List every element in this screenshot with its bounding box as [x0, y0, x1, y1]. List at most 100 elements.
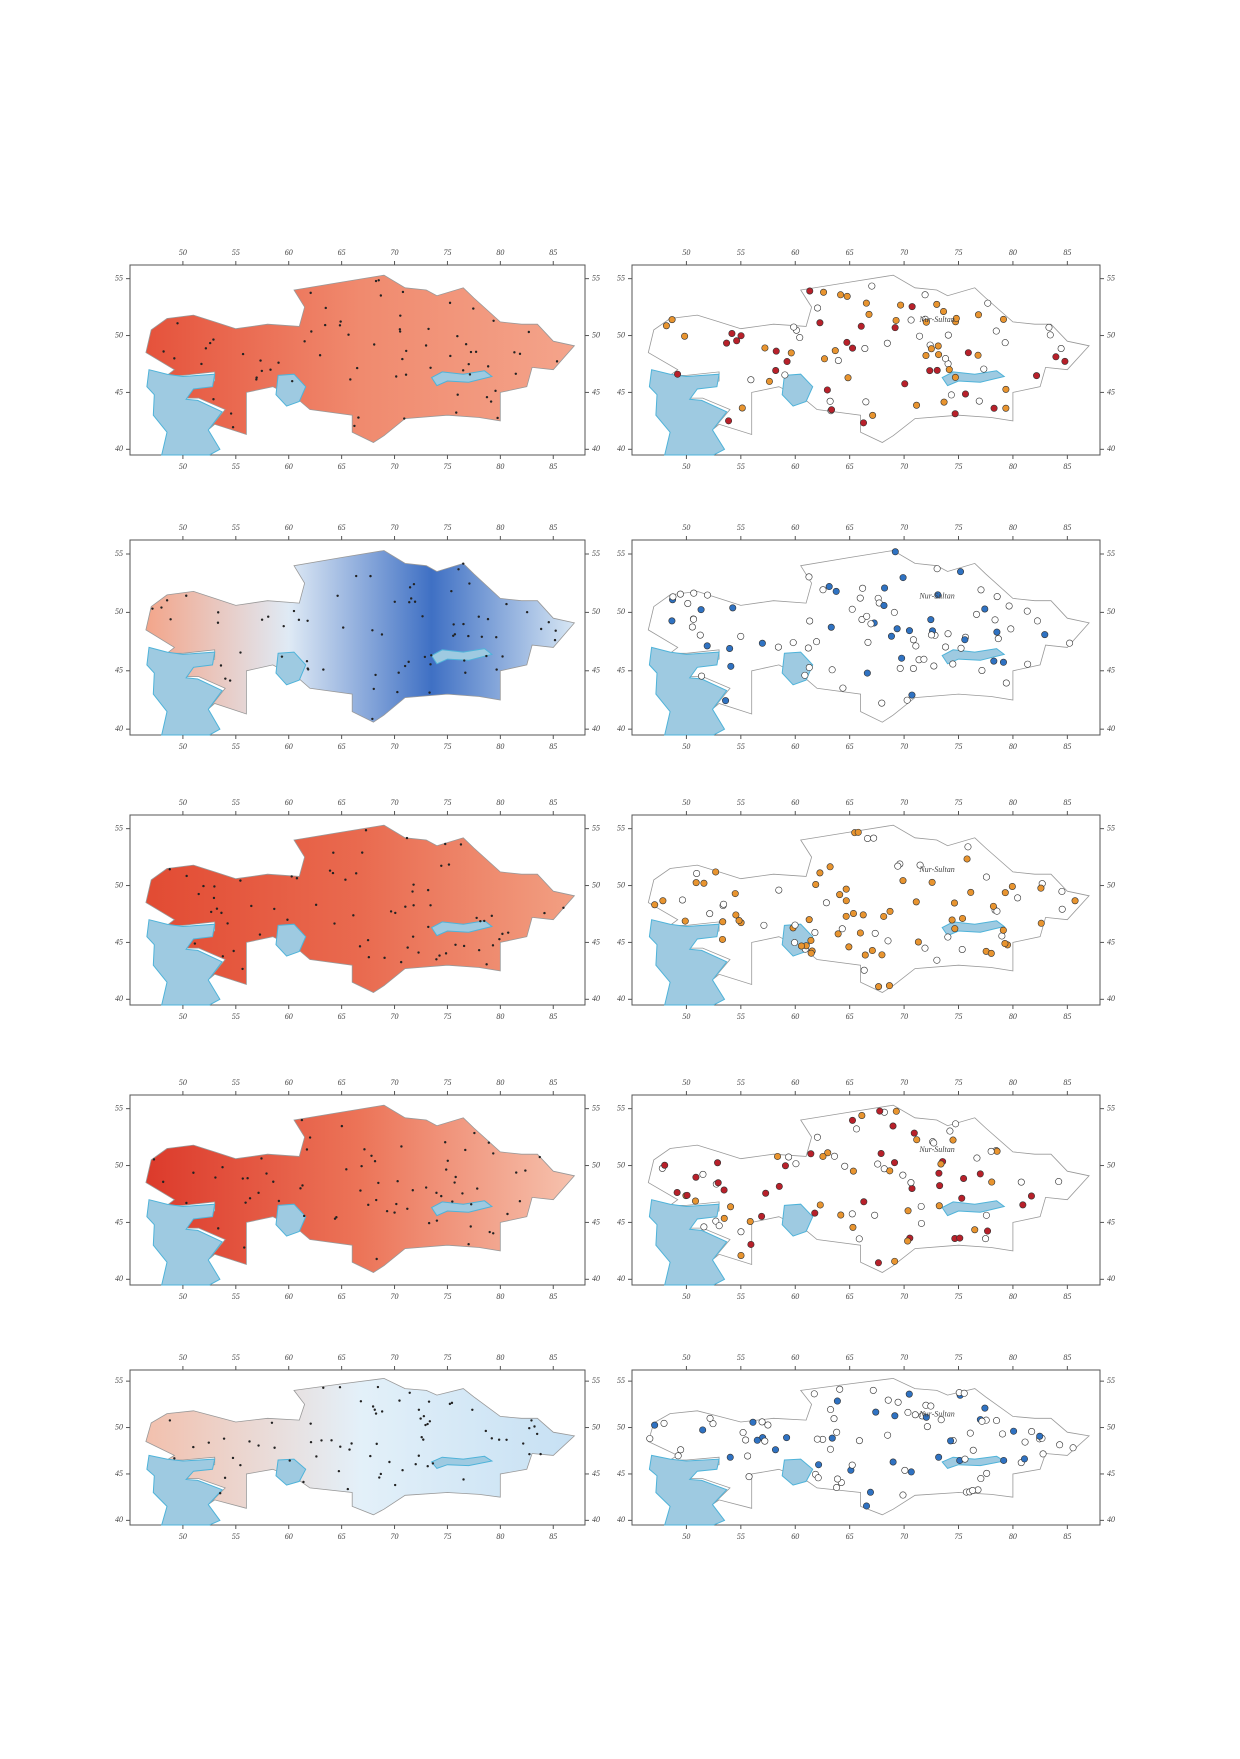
station	[706, 1414, 714, 1422]
station	[828, 406, 836, 414]
x-tick-label: 65	[338, 1353, 346, 1362]
station	[727, 662, 735, 670]
station	[429, 663, 432, 666]
station	[378, 1476, 381, 1479]
station	[492, 1152, 495, 1155]
station	[692, 1173, 700, 1181]
station	[781, 1162, 789, 1170]
station	[966, 1429, 974, 1437]
station	[885, 982, 893, 990]
x-tick-label: 85	[1063, 798, 1071, 807]
station	[862, 1502, 870, 1510]
station	[357, 416, 360, 419]
station	[849, 1167, 857, 1175]
station	[832, 587, 840, 595]
station	[834, 1475, 842, 1483]
station	[771, 1446, 779, 1454]
station	[1007, 625, 1015, 633]
water-body	[648, 646, 728, 736]
station	[208, 341, 212, 345]
station	[1001, 889, 1009, 897]
y-tick-label: 50	[592, 330, 600, 339]
station	[494, 389, 497, 393]
station	[930, 1139, 938, 1147]
station	[394, 911, 397, 915]
station	[515, 1171, 518, 1174]
station	[226, 922, 229, 925]
station	[989, 902, 997, 910]
station	[314, 903, 318, 907]
station	[933, 366, 941, 374]
station	[876, 1107, 884, 1115]
station	[917, 1202, 925, 1210]
x-tick-label: 55	[737, 1078, 745, 1087]
x-tick-label: 75	[955, 798, 963, 807]
station	[993, 907, 1001, 915]
y-tick-label: 40	[115, 724, 123, 733]
x-tick-label: 60	[791, 462, 799, 471]
station	[923, 1423, 931, 1431]
station	[1023, 607, 1031, 615]
station	[719, 918, 727, 926]
station	[349, 378, 352, 381]
capital-label: Nur-Sultan	[918, 315, 954, 324]
station	[836, 891, 844, 899]
station	[676, 590, 684, 598]
station	[674, 370, 682, 378]
y-tick-label: 50	[592, 1422, 600, 1431]
station	[518, 352, 522, 356]
x-tick-label: 75	[955, 742, 963, 751]
y-tick-label: 55	[592, 549, 600, 558]
y-tick-label: 45	[115, 1469, 123, 1478]
x-tick-label: 65	[338, 462, 346, 471]
x-tick-label: 65	[338, 248, 346, 257]
x-tick-label: 85	[549, 523, 557, 532]
station	[957, 644, 965, 652]
station	[295, 877, 299, 880]
station	[221, 955, 225, 958]
station	[333, 922, 336, 925]
station	[677, 1446, 685, 1454]
station	[787, 349, 795, 357]
station	[948, 916, 956, 924]
station	[1002, 679, 1010, 687]
water-body	[430, 1200, 494, 1217]
x-tick-label: 85	[1063, 1353, 1071, 1362]
water-body	[146, 919, 223, 1006]
y-tick-label: 45	[1107, 937, 1115, 946]
station	[525, 610, 529, 614]
x-tick-label: 50	[179, 248, 187, 257]
station	[292, 609, 296, 613]
station	[959, 914, 967, 922]
x-tick-label: 70	[900, 523, 908, 532]
station	[830, 1152, 838, 1160]
station	[737, 1251, 745, 1259]
water-body	[275, 651, 307, 686]
station	[216, 621, 220, 624]
station	[479, 919, 482, 923]
station	[501, 932, 504, 936]
station	[951, 373, 959, 381]
station	[476, 1187, 479, 1190]
station	[342, 626, 345, 629]
y-tick-label: 45	[592, 1217, 600, 1226]
station	[272, 1180, 275, 1183]
capital-label: Nur-Sultan	[918, 591, 954, 600]
station	[530, 1419, 533, 1422]
station	[373, 343, 376, 346]
station	[805, 664, 813, 672]
station	[908, 303, 916, 311]
water-body	[648, 369, 728, 456]
x-tick-label: 70	[900, 742, 908, 751]
station	[1028, 1428, 1036, 1436]
station	[810, 1390, 818, 1398]
station	[830, 1415, 838, 1423]
map-panel: 50 50 55 55 60 60 65 65 70 70 75 75 80 80 85 85 55 55 50 50…	[115, 523, 600, 751]
station	[728, 330, 736, 338]
station	[828, 1434, 836, 1442]
map-panel: Nur-Sultan 50 50 55 55 60 60 65 65 70 70 75 75 80 80 85…	[617, 1353, 1115, 1541]
station	[1001, 339, 1009, 347]
station	[477, 948, 481, 952]
station	[700, 1223, 708, 1231]
station	[958, 1194, 966, 1202]
